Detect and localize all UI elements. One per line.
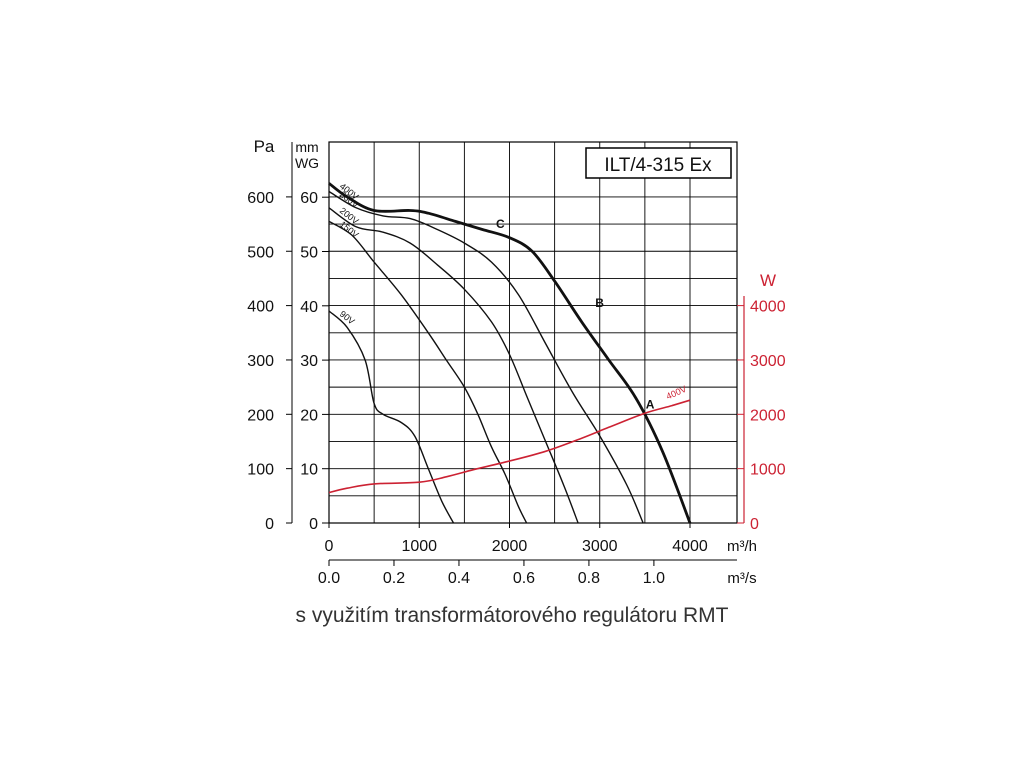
x-axis-label-m3s: m³/s	[727, 570, 756, 587]
y-tick-label-mm: 60	[300, 190, 318, 207]
y-tick-label-pa: 300	[247, 353, 274, 370]
annotation-c: C	[496, 217, 505, 231]
x-axis: 0 1000 2000 3000 4000 0.0 0.2 0.4 0.6 0.8 1.0	[318, 523, 737, 587]
power-curve-label: 400V	[665, 384, 688, 402]
x2-tick-label: 0.2	[383, 570, 405, 587]
x2-tick-label: 0.6	[513, 570, 535, 587]
y-tick-label-w: 0	[750, 516, 759, 533]
y-tick-label-pa: 100	[247, 462, 274, 479]
x2-tick-label: 0.8	[578, 570, 600, 587]
chart-caption: s využitím transformátorového regulátoru…	[295, 604, 729, 627]
pressure-curve-150v	[328, 220, 528, 524]
y-tick-label-pa: 0	[265, 516, 274, 533]
y-tick-label-mm: 40	[300, 299, 318, 316]
y-axis-label-mm: mm	[295, 139, 318, 155]
chart-title: ILT/4-315 Ex	[604, 155, 712, 176]
y-tick-label-w: 1000	[750, 462, 786, 479]
y-tick-label-w: 2000	[750, 407, 786, 424]
pressure-curve-90v	[328, 310, 455, 524]
y-axes: 0100200300400500600010203040506001000200…	[247, 142, 786, 533]
x2-tick-label: 1.0	[643, 570, 665, 587]
x-tick-label: 0	[325, 538, 334, 555]
title-box	[585, 147, 732, 179]
x-tick-label: 2000	[492, 538, 528, 555]
curve-label-90v: 90V	[338, 309, 357, 327]
power-curves	[328, 399, 691, 494]
y-tick-label-pa: 500	[247, 244, 274, 261]
x2-tick-label: 0.4	[448, 570, 470, 587]
y-tick-label-w: 3000	[750, 353, 786, 370]
y-tick-label-mm: 50	[300, 245, 318, 262]
y-axis-label-pa: Pa	[254, 137, 275, 156]
x-tick-label: 4000	[672, 538, 708, 555]
y-tick-label-mm: 10	[300, 462, 318, 479]
annotation-b: B	[595, 296, 604, 310]
x-tick-label: 1000	[401, 538, 437, 555]
x-axis-label-m3h: m³/h	[727, 538, 757, 555]
pressure-curve-200v	[328, 207, 579, 524]
x-tick-label: 3000	[582, 538, 618, 555]
x2-tick-label: 0.0	[318, 570, 340, 587]
y-axis-label-wg: WG	[295, 155, 319, 171]
pressure-curve-400v	[328, 182, 692, 524]
y-tick-label-mm: 0	[309, 516, 318, 533]
power-curve-400v	[328, 399, 691, 494]
annotation-a: A	[646, 398, 655, 412]
y-tick-label-mm: 30	[300, 353, 318, 370]
y-tick-label-pa: 600	[247, 190, 274, 207]
y-tick-label-pa: 400	[247, 299, 274, 316]
grid	[328, 141, 738, 524]
y-tick-label-mm: 20	[300, 407, 318, 424]
y-tick-label-w: 4000	[750, 299, 786, 316]
y-tick-label-pa: 200	[247, 407, 274, 424]
pressure-curves	[328, 182, 692, 524]
y-axis-label-w: W	[760, 271, 776, 290]
pressure-curve-280v	[328, 190, 644, 524]
